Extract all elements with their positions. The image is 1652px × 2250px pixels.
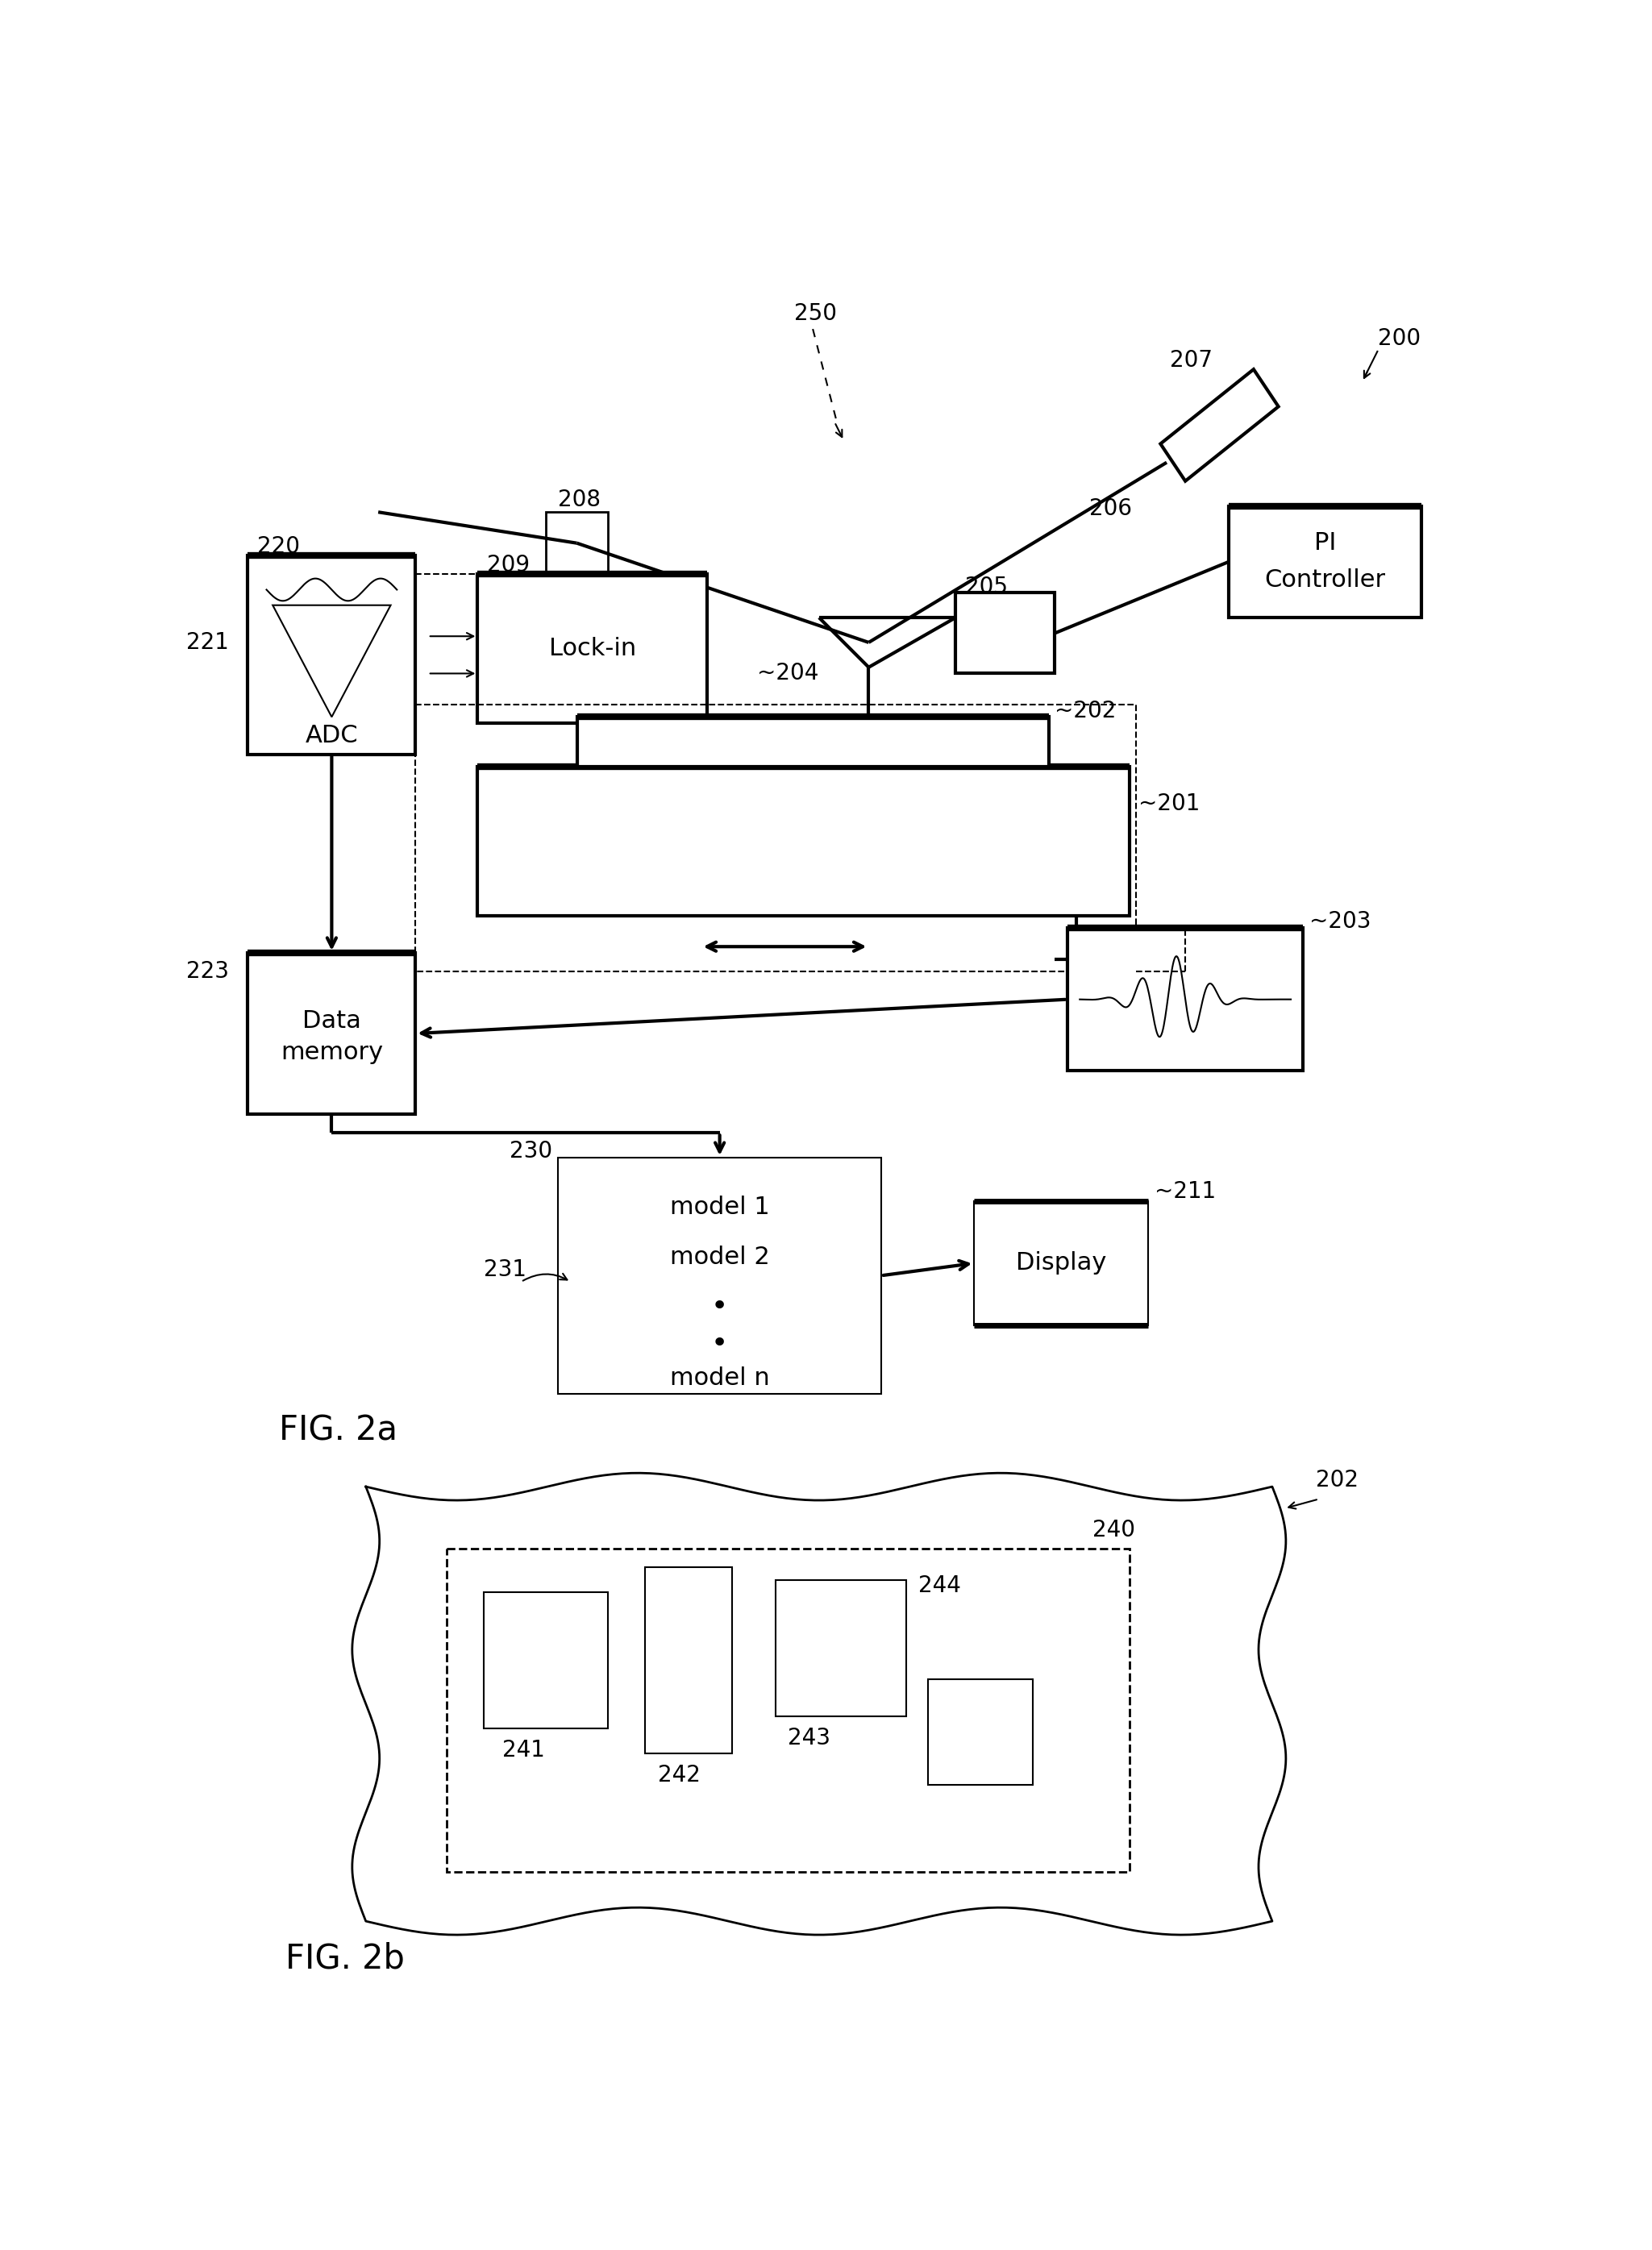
Text: model 1: model 1 (669, 1195, 770, 1220)
Bar (248, 952, 416, 1114)
Text: ~211: ~211 (1155, 1181, 1216, 1204)
Text: 207: 207 (1170, 349, 1213, 371)
Bar (1229, 506, 1421, 616)
Text: PI: PI (1313, 531, 1336, 556)
Text: 206: 206 (1089, 497, 1132, 520)
Bar (646, 1568, 732, 1753)
Bar (558, 1159, 881, 1393)
Text: Controller: Controller (1264, 569, 1386, 592)
Text: 209: 209 (487, 554, 530, 576)
Text: 244: 244 (919, 1575, 961, 1598)
Bar (248, 556, 416, 754)
Text: 221: 221 (187, 632, 230, 655)
Text: Display: Display (1016, 1251, 1107, 1276)
Text: ~201: ~201 (1138, 792, 1201, 814)
Bar (477, 767, 1130, 916)
Bar (577, 718, 1049, 767)
Text: ADC: ADC (306, 724, 358, 747)
Text: 205: 205 (965, 576, 1008, 598)
Polygon shape (1160, 369, 1279, 482)
Text: ~203: ~203 (1310, 911, 1371, 934)
Text: Lock-in: Lock-in (548, 637, 636, 659)
Text: ~204: ~204 (757, 662, 818, 684)
Text: 243: 243 (788, 1726, 831, 1748)
Bar (928, 1678, 1032, 1784)
Text: 231: 231 (484, 1258, 527, 1280)
Text: 242: 242 (657, 1764, 700, 1787)
Text: FIG. 2a: FIG. 2a (279, 1413, 398, 1447)
Polygon shape (273, 605, 390, 718)
Text: model n: model n (669, 1366, 770, 1390)
Text: •: • (710, 1294, 729, 1321)
Bar (416, 704, 1135, 972)
Text: 230: 230 (509, 1141, 552, 1163)
Bar (477, 574, 707, 722)
Bar (955, 592, 1056, 673)
Text: 200: 200 (1378, 326, 1421, 349)
Text: ~202: ~202 (1056, 700, 1117, 722)
Bar (975, 1202, 1148, 1325)
Text: 241: 241 (502, 1739, 545, 1762)
Bar (1067, 927, 1303, 1071)
Text: FIG. 2b: FIG. 2b (286, 1942, 405, 1976)
Bar (446, 1548, 1130, 1872)
Text: 202: 202 (1315, 1469, 1358, 1492)
Text: model 2: model 2 (669, 1244, 770, 1269)
Text: 208: 208 (558, 488, 601, 511)
Text: 250: 250 (795, 302, 838, 324)
Bar (775, 1580, 905, 1717)
Text: •: • (710, 1330, 729, 1357)
Bar (484, 1593, 608, 1728)
Text: 240: 240 (1092, 1519, 1135, 1541)
Text: memory: memory (281, 1040, 383, 1064)
Text: 220: 220 (258, 536, 301, 558)
Text: Data: Data (302, 1010, 362, 1033)
Bar (545, 513, 608, 574)
Text: 223: 223 (187, 961, 230, 983)
